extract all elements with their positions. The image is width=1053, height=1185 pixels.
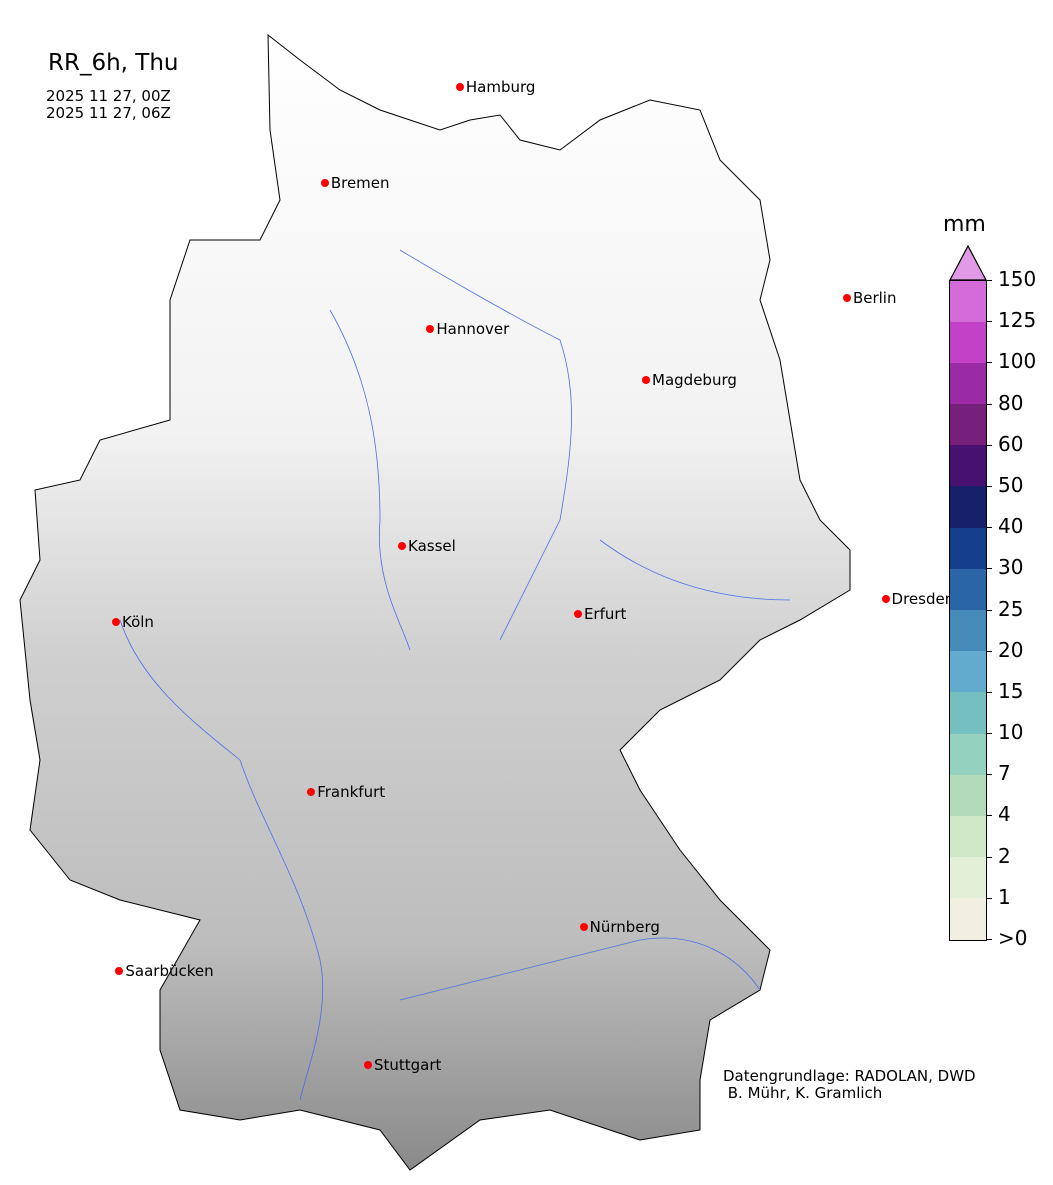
data-credit: Datengrundlage: RADOLAN, DWD B. Mühr, K.… [723,1067,976,1102]
colorbar-tick [986,774,992,776]
city-marker [642,376,651,385]
city-label: Hamburg [465,77,536,96]
colorbar-label: 100 [998,349,1037,374]
city-label: Magdeburg [652,371,737,390]
colorbar-frame [949,280,987,941]
colorbar-segment [950,485,986,528]
colorbar-tick [986,609,992,611]
colorbar-label: >0 [998,926,1028,950]
city-label: Erfurt [583,604,627,623]
city-marker [115,966,124,975]
colorbar-label: 50 [998,472,1024,497]
colorbar-tick [986,815,992,817]
colorbar-tick [986,733,992,735]
city-marker [363,1060,372,1069]
map-title: RR_6h, Thu [48,50,179,76]
colorbar-segment [950,362,986,405]
colorbar-label: 30 [998,555,1024,580]
city-label: Bremen [330,174,390,193]
city-marker [112,618,120,626]
colorbar-segment [950,856,986,899]
city-marker [881,595,890,604]
colorbar-segment [950,568,986,610]
colorbar-segment [950,280,986,322]
colorbar-label: 60 [998,431,1024,456]
colorbar-segment [950,897,986,940]
colorbar-label: 7 [998,761,1011,786]
city-label: Dresden [891,590,955,609]
colorbar-tick [986,856,992,858]
period-end: 2025 11 27, 06Z [46,104,171,122]
city-label: Saarbücken [125,961,214,980]
colorbar-tick [986,444,992,446]
colorbar-label: 25 [998,596,1024,621]
colorbar-segment [950,527,986,569]
colorbar-tick [986,568,992,570]
colorbar-label: 80 [998,390,1024,415]
city-label: Berlin [852,289,897,308]
colorbar-label: 2 [998,843,1011,868]
colorbar-label: 10 [998,720,1024,745]
colorbar-tick [986,897,992,899]
germany-outline [19,33,851,1171]
city-marker [426,324,435,333]
colorbar-extend-arrow [949,245,987,281]
colorbar-label: 20 [998,637,1024,662]
city-marker [573,609,582,618]
colorbar-segment [950,609,986,652]
colorbar-segment [950,444,986,487]
colorbar-label: 4 [998,802,1011,827]
period-start: 2025 11 27, 00Z [46,87,171,105]
colorbar-segment [950,733,986,775]
colorbar-tick [986,280,992,281]
colorbar-tick [986,485,992,487]
city-marker [455,82,464,91]
city-label: Nürnberg [589,918,660,937]
city-marker [842,294,851,303]
colorbar-tick [986,527,992,529]
colorbar-label: 40 [998,514,1024,539]
colorbar-unit: mm [943,212,986,237]
colorbar-segment [950,691,986,734]
colorbar-label: 150 [998,267,1037,291]
colorbar-tick [986,403,992,405]
city-label: Kassel [408,537,456,556]
colorbar-label: 125 [998,308,1037,333]
city-marker [320,179,329,188]
colorbar-tick [986,939,992,940]
colorbar-tick [986,321,992,323]
colorbar-label: 1 [998,884,1011,909]
city-label: Frankfurt [317,783,386,802]
city-marker [307,788,316,797]
rivers [119,249,791,1101]
colorbar-tick [986,650,992,652]
colorbar-segment [950,815,986,858]
colorbar-segment [950,650,986,693]
city-label: Hannover [436,319,510,338]
colorbar-segment [950,774,986,816]
colorbar-tick [986,362,992,364]
colorbar-segment [950,403,986,446]
colorbar-segment [950,321,986,363]
city-marker [398,542,407,551]
city-marker [579,923,588,932]
city-label: Stuttgart [373,1055,442,1074]
city-label: Köln [122,613,154,631]
colorbar-label: 15 [998,678,1024,703]
colorbar-tick [986,691,992,693]
